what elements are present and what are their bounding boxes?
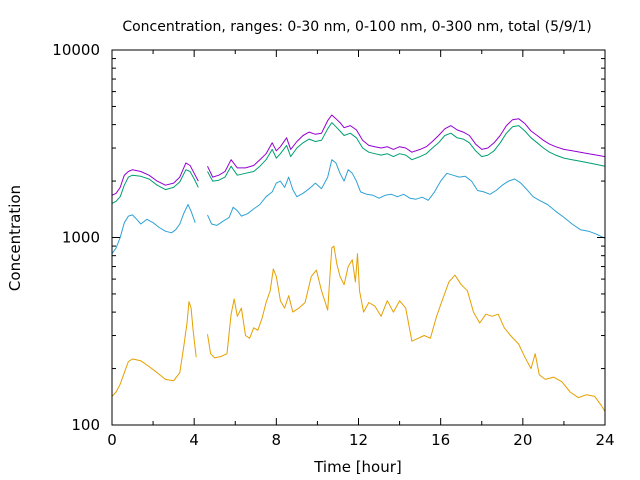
x-axis-label: Time [hour] — [313, 458, 402, 476]
x-tick-label: 20 — [513, 431, 532, 449]
y-tick-label: 1000 — [62, 229, 100, 247]
x-tick-label: 8 — [272, 431, 282, 449]
y-tick-label: 100 — [71, 416, 100, 434]
series-1-line-segment-2 — [207, 245, 606, 412]
series-4-line-segment-1 — [111, 162, 199, 196]
x-tick-label: 4 — [189, 431, 199, 449]
series-4-line-segment-2 — [207, 114, 606, 178]
series-3-line-segment-2 — [207, 122, 606, 182]
series-2 — [111, 159, 606, 254]
x-tick-label: 16 — [431, 431, 450, 449]
series-3-line-segment-1 — [111, 169, 199, 204]
x-tick-label: 12 — [349, 431, 368, 449]
chart-title: Concentration, ranges: 0-30 nm, 0-100 nm… — [122, 19, 591, 35]
series-1-line-segment-1 — [111, 301, 197, 397]
series-2-line-segment-1 — [111, 204, 196, 254]
x-tick-label: 0 — [107, 431, 117, 449]
series-4 — [111, 114, 606, 196]
plot-lines — [111, 114, 606, 412]
series-2-line-segment-2 — [207, 159, 606, 239]
y-tick-label: 10000 — [52, 41, 100, 59]
y-axis-label: Concentration — [6, 185, 24, 291]
series-3 — [111, 122, 606, 204]
series-1 — [111, 245, 606, 412]
x-tick-label: 24 — [595, 431, 614, 449]
axis-ticks: 0 4 8 12 16 20 24 100 1000 10000 — [52, 41, 614, 449]
